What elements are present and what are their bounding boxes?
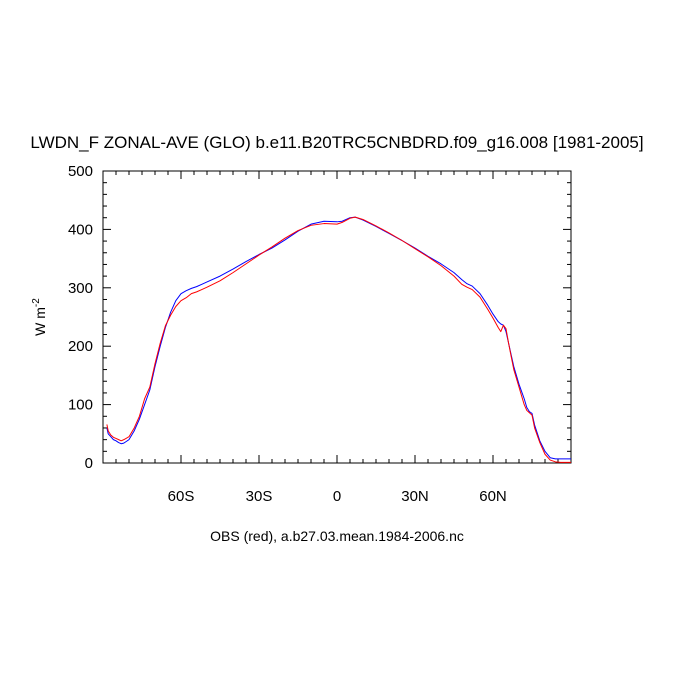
y-tick-label: 100 xyxy=(68,397,93,414)
y-tick-label: 200 xyxy=(68,338,93,355)
series-lines xyxy=(106,216,571,463)
x-tick-label: 30N xyxy=(401,488,429,505)
x-axis-label: OBS (red), a.b27.03.mean.1984-2006.nc xyxy=(210,528,464,544)
y-tick-label: 300 xyxy=(68,280,93,297)
plot-frame xyxy=(102,170,572,464)
y-axis-label: W m-2 xyxy=(31,298,48,336)
chart-title: LWDN_F ZONAL-AVE (GLO) b.e11.B20TRC5CNBD… xyxy=(30,133,643,152)
series-line-2 xyxy=(106,216,571,463)
x-tick-label: 30S xyxy=(246,488,273,505)
y-axis-label-exponent: -2 xyxy=(31,298,42,307)
series-line-1 xyxy=(106,216,571,460)
y-axis-label-unit: W m xyxy=(32,307,48,336)
y-tick-label: 400 xyxy=(68,221,93,238)
y-axis-ticks: 0 100 200 300 400 500 xyxy=(68,163,571,472)
y-tick-label: 500 xyxy=(68,163,93,180)
y-tick-label: 0 xyxy=(85,455,93,472)
x-tick-label: 60S xyxy=(168,488,195,505)
x-tick-label: 0 xyxy=(333,488,341,505)
x-axis-ticks: 60S 30S 0 30N 60N xyxy=(102,171,572,505)
x-tick-label: 60N xyxy=(479,488,507,505)
